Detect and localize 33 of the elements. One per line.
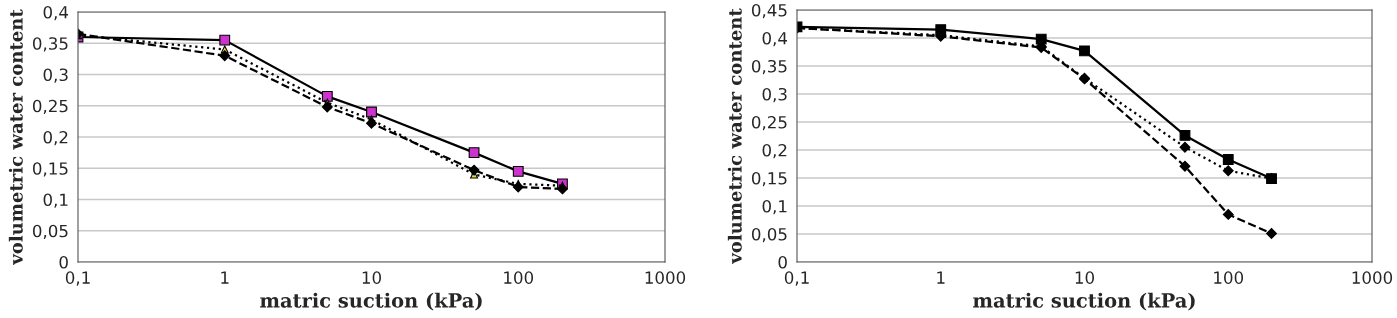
- y-tick-label: 0,3: [762, 87, 787, 103]
- y-axis-title: volumetric water content: [727, 8, 742, 265]
- y-tick-label: 0,3: [43, 68, 68, 83]
- x-tick-label: 100: [1214, 271, 1244, 284]
- y-tick-label: 0,1: [43, 193, 68, 208]
- y-tick-label: 0,25: [32, 99, 68, 115]
- x-tick-label: 1: [937, 271, 945, 284]
- x-tick-label: 10: [1075, 271, 1094, 284]
- y-tick-label: 0,35: [751, 59, 787, 75]
- y-tick-label: 0,4: [43, 5, 69, 21]
- y-tick-label: 0,15: [751, 171, 787, 187]
- x-tick-label: 0,1: [65, 271, 90, 286]
- y-tick-label: 0,25: [751, 115, 787, 131]
- y-tick-label: 0,35: [32, 37, 68, 52]
- y-tick-label: 0,4: [762, 31, 788, 47]
- x-tick-label: 1000: [1352, 271, 1393, 284]
- y-tick-label: 0,2: [43, 130, 68, 146]
- y-tick-label: 0,15: [32, 162, 68, 177]
- x-tick-label: 0,1: [784, 271, 809, 286]
- y-tick-label: 0: [778, 255, 787, 269]
- y-tick-label: 0,45: [751, 3, 787, 19]
- x-tick-label: 1: [221, 271, 229, 284]
- y-tick-label: 0,2: [762, 143, 787, 159]
- y-tick-label: 0,1: [762, 199, 787, 215]
- y-tick-label: 0,05: [751, 227, 787, 243]
- y-tick-label: 0,05: [32, 224, 68, 240]
- y-tick-label: 0: [59, 255, 68, 269]
- x-tick-label: 1000: [645, 271, 686, 284]
- x-axis-title: matric suction (kPa): [973, 292, 1195, 311]
- x-tick-label: 100: [504, 271, 534, 284]
- x-tick-label: 10: [362, 271, 381, 284]
- x-axis-title: matric suction (kPa): [260, 292, 482, 311]
- y-axis-title: volumetric water content: [8, 9, 23, 266]
